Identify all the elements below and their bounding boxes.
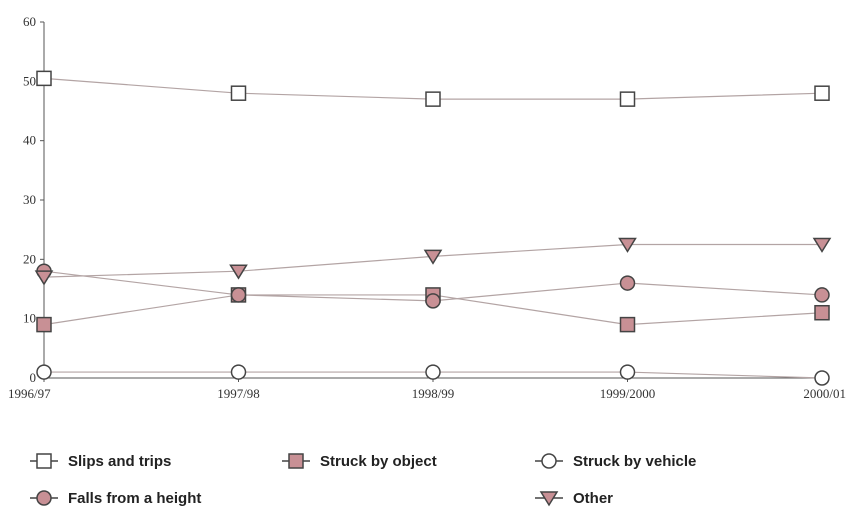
legend: Slips and trips Struck by object Struck by…	[30, 453, 696, 507]
legend-marker	[541, 453, 557, 469]
x-tick-label: 1999/2000	[600, 386, 656, 401]
y-tick-label: 20	[23, 251, 36, 266]
data-point	[425, 364, 441, 380]
data-point	[812, 237, 832, 253]
y-tick-label: 60	[23, 14, 36, 29]
y-tick-label: 50	[23, 73, 36, 88]
data-point	[814, 304, 830, 321]
y-tick-label: 30	[23, 192, 36, 207]
y-tick-label: 10	[23, 311, 36, 326]
data-point	[230, 364, 247, 380]
legend-marker	[539, 491, 559, 507]
x-tick-label: 1996/97	[8, 386, 51, 401]
legend-label: Struck by object	[320, 453, 437, 470]
legend-marker	[36, 490, 52, 506]
legend-label: Slips and trips	[68, 453, 171, 470]
data-point	[229, 264, 248, 280]
series-lines	[43, 77, 823, 379]
data-point	[230, 287, 247, 303]
data-point	[619, 275, 636, 291]
legend-marker	[288, 453, 304, 469]
data-point	[36, 70, 52, 87]
data-point	[618, 237, 637, 253]
data-point	[34, 270, 54, 286]
y-tick-label: 40	[23, 133, 36, 148]
data-point	[814, 85, 830, 101]
data-point	[814, 370, 830, 386]
data-point	[425, 293, 441, 309]
x-tick-label: 1997/98	[217, 386, 260, 401]
series-markers	[34, 70, 832, 386]
legend-label: Struck by vehicle	[573, 453, 696, 470]
x-tick-label: 2000/01	[803, 386, 846, 401]
data-point	[423, 249, 443, 265]
y-tick-label: 0	[30, 370, 37, 385]
data-point	[230, 85, 247, 101]
data-point	[619, 91, 636, 107]
data-point	[36, 316, 52, 333]
data-point	[619, 316, 636, 333]
legend-label: Falls from a height	[68, 490, 201, 507]
data-point	[814, 287, 830, 303]
x-tick-label: 1998/99	[412, 386, 455, 401]
legend-marker	[36, 453, 52, 469]
data-point	[425, 91, 441, 107]
data-point	[619, 364, 636, 380]
legend-label: Other	[573, 490, 613, 507]
axis-ticks: 0 10 20 30 40 50 60 1996/97 1997/98 1998/99 1999/2…	[8, 14, 846, 401]
data-point	[36, 364, 52, 380]
